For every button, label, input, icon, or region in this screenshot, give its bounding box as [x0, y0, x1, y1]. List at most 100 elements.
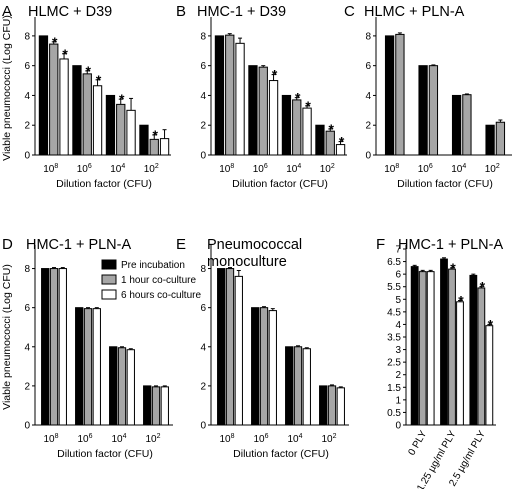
y-tick-label: 0: [24, 151, 30, 162]
y-tick-label: 0: [365, 151, 371, 162]
y-tick-label: 8: [200, 264, 206, 275]
significance-star: *: [329, 121, 335, 137]
x-axis-label-B: Dilution factor (CFU): [232, 178, 328, 190]
bar-A-pre-3: [139, 124, 149, 156]
y-tick-label: 0.5: [387, 408, 401, 419]
bar-F-one_hour-2: [477, 287, 486, 426]
panel-letter-D: D: [2, 236, 13, 253]
x-tick-label: 102: [320, 163, 335, 175]
significance-star: *: [272, 67, 278, 83]
legend-entry-one_hour: 1 hour co-culture: [121, 275, 196, 286]
bar-E-pre-0: [217, 268, 226, 426]
panel-title-E: monoculture: [207, 254, 287, 270]
legend-swatch-pre: [101, 259, 117, 270]
y-tick-label: 8: [24, 264, 30, 275]
bar-C-pre-0: [384, 35, 395, 156]
legend-entry-six_hours: 6 hours co-culture: [121, 290, 201, 301]
panel-title-D: HMC-1 + PLN-A: [26, 237, 131, 253]
x-tick-label: 108: [219, 433, 234, 445]
bar-A-six_hours-0: [59, 58, 69, 156]
bar-F-pre-0: [410, 266, 419, 426]
bar-D-six_hours-2: [126, 349, 135, 426]
x-tick-label: 104: [111, 433, 126, 445]
bar-F-pre-2: [469, 274, 478, 426]
y-tick-label: 2: [200, 381, 206, 392]
y-tick-label: 8: [200, 31, 206, 42]
panel-title-A: HLMC + D39: [28, 4, 112, 20]
significance-star: *: [86, 63, 92, 79]
bar-B-pre-2: [281, 94, 292, 156]
bar-D-six_hours-0: [58, 268, 67, 426]
y-tick-label: 2: [24, 121, 30, 132]
bar-E-six_hours-3: [336, 387, 345, 426]
bar-B-pre-1: [248, 65, 258, 156]
y-axis-label-A: Viable pneumococci (Log CFU): [1, 15, 13, 161]
panel-letter-A: A: [2, 3, 12, 20]
y-tick-label: 8: [24, 31, 30, 42]
bar-E-six_hours-0: [234, 275, 243, 426]
legend-entry-pre: Pre incubation: [121, 260, 185, 271]
y-tick-label: 3: [395, 345, 401, 356]
y-tick-label: 0: [24, 421, 30, 432]
x-tick-label: 102: [485, 163, 500, 175]
y-tick-label: 2: [365, 121, 371, 132]
bar-C-one_hour-1: [428, 65, 439, 156]
y-tick-label: 4: [24, 342, 30, 353]
y-tick-label: 6: [24, 303, 30, 314]
bar-A-one_hour-0: [49, 43, 59, 156]
bar-A-one_hour-1: [82, 73, 92, 156]
bar-E-one_hour-2: [293, 346, 303, 426]
y-tick-label: 2: [395, 370, 401, 381]
y-tick-label: 4: [200, 342, 206, 353]
bar-B-one_hour-0: [225, 34, 235, 156]
x-axis-label-E: Dilution factor (CFU): [233, 448, 329, 460]
bar-B-pre-0: [214, 35, 225, 156]
bar-B-one_hour-1: [258, 66, 268, 156]
bar-B-pre-3: [315, 124, 325, 156]
bar-E-one_hour-1: [259, 307, 269, 426]
bar-A-six_hours-2: [126, 109, 136, 156]
x-tick-label: 108: [43, 433, 58, 445]
x-tick-label: 104: [287, 433, 302, 445]
x-tick-label: 104: [110, 163, 125, 175]
significance-star: *: [488, 316, 494, 332]
panel-letter-C: C: [344, 3, 355, 20]
bar-C-one_hour-3: [495, 121, 506, 156]
y-tick-label: 5.5: [387, 282, 401, 293]
x-tick-label: 0 PLY: [406, 429, 429, 458]
y-tick-label: 8: [365, 31, 371, 42]
x-axis-label-A: Dilution factor (CFU): [56, 178, 152, 190]
significance-star: *: [96, 72, 102, 88]
x-tick-label: 106: [77, 433, 92, 445]
bar-E-pre-1: [251, 307, 260, 426]
y-tick-label: 1.5: [387, 383, 401, 394]
y-tick-label: 6: [200, 61, 206, 72]
x-tick-label: 108: [219, 163, 234, 175]
y-tick-label: 6: [365, 61, 371, 72]
bar-F-pre-1: [440, 258, 448, 426]
bar-D-one_hour-1: [83, 308, 93, 426]
y-tick-label: 6.5: [387, 257, 401, 268]
x-tick-label: 106: [418, 163, 433, 175]
bar-B-six_hours-0: [235, 42, 245, 156]
y-tick-label: 0: [395, 421, 401, 432]
x-tick-label: 106: [253, 163, 268, 175]
bar-F-one_hour-0: [418, 271, 427, 426]
x-tick-label: 102: [145, 433, 160, 445]
bar-D-six_hours-1: [92, 308, 101, 426]
panel-title-C: HLMC + PLN-A: [364, 4, 465, 20]
y-tick-label: 0: [200, 151, 206, 162]
bar-D-pre-1: [75, 307, 84, 426]
bar-D-one_hour-2: [117, 347, 127, 426]
y-tick-label: 2: [24, 381, 30, 392]
x-tick-label: 108: [384, 163, 399, 175]
y-tick-label: 4.5: [387, 307, 401, 318]
bar-E-pre-2: [285, 346, 294, 426]
y-tick-label: 2: [200, 121, 206, 132]
significance-star: *: [119, 91, 125, 107]
bar-A-pre-0: [38, 35, 49, 156]
x-tick-label: 108: [43, 163, 58, 175]
bar-D-pre-0: [41, 268, 50, 426]
bar-C-one_hour-2: [462, 94, 472, 156]
bar-F-six_hours-2: [485, 325, 494, 426]
